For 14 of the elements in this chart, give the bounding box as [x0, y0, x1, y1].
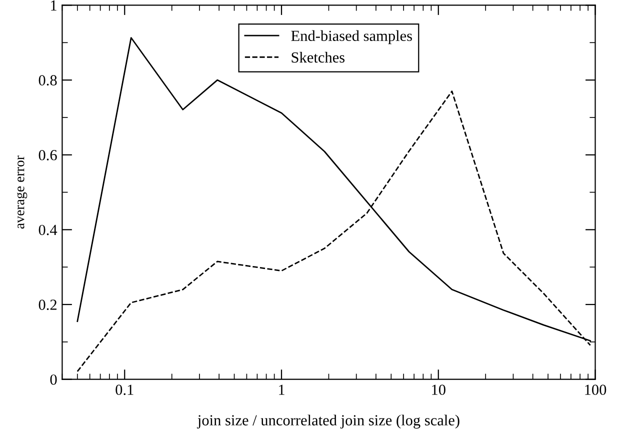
x-axis-title: join size / uncorrelated join size (log scale) [196, 414, 460, 429]
x-tick-label: 10 [432, 384, 446, 395]
y-tick-label: 0 [50, 374, 57, 385]
y-tick-label: 0.8 [38, 75, 57, 86]
y-tick-label: 0.4 [38, 224, 58, 236]
y-tick-label: 0.2 [38, 300, 56, 310]
legend-label: Sketches [292, 52, 345, 63]
y-tick-label: 1 [51, 0, 56, 11]
y-axis-title: average error [17, 156, 28, 229]
x-tick-label: 1 [279, 384, 284, 395]
y-tick-label: 0.6 [38, 150, 57, 160]
x-tick-label: 100 [585, 384, 606, 395]
legend-label: End-biased samples [291, 30, 412, 44]
x-tick-label: 0.1 [116, 384, 134, 395]
